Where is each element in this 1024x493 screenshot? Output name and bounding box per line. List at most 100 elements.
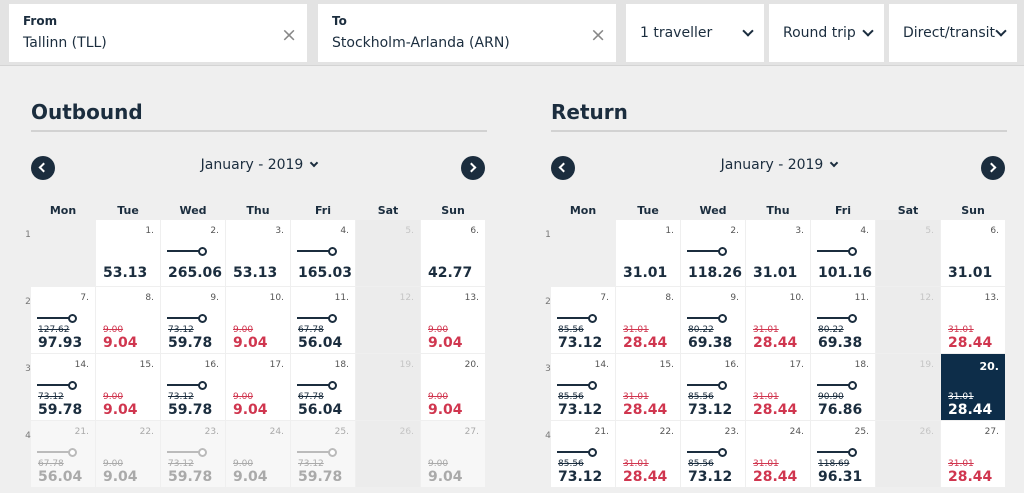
month-label: January - 2019 <box>720 157 824 173</box>
day-cell[interactable]: 2. 265.06 <box>161 220 225 286</box>
route-dropdown[interactable]: Direct/transit <box>889 4 1017 62</box>
day-number: 26. <box>399 427 414 437</box>
day-number: 4. <box>340 226 349 236</box>
day-cell[interactable]: 1. 53.13 <box>96 220 160 286</box>
next-month-button[interactable] <box>981 156 1005 180</box>
day-cell[interactable]: 9. 80.22 69.38 <box>681 287 745 353</box>
flight-arrow-icon <box>297 448 337 457</box>
original-price: 9.00 <box>103 392 124 402</box>
day-cell[interactable]: 9. 73.12 59.78 <box>161 287 225 353</box>
day-cell[interactable]: 17. 9.00 9.04 <box>226 354 290 420</box>
prev-month-button[interactable] <box>551 156 575 180</box>
day-number: 11. <box>854 293 869 303</box>
day-cell[interactable]: 2. 118.26 <box>681 220 745 286</box>
month-selector[interactable]: January - 2019 <box>31 157 487 173</box>
day-number: 11. <box>334 293 349 303</box>
day-cell[interactable]: 10. 9.00 9.04 <box>226 287 290 353</box>
day-cell[interactable]: 11. 67.78 56.04 <box>291 287 355 353</box>
day-cell[interactable]: 6. 31.01 <box>941 220 1005 286</box>
original-price: 90.90 <box>818 392 844 402</box>
day-cell[interactable]: 13. 9.00 9.04 <box>421 287 485 353</box>
day-cell[interactable]: 1. 31.01 <box>616 220 680 286</box>
original-price: 9.00 <box>103 459 124 469</box>
day-cell[interactable]: 4. 165.03 <box>291 220 355 286</box>
day-cell[interactable]: 15. 9.00 9.04 <box>96 354 160 420</box>
price: 28.44 <box>753 402 798 418</box>
from-label: From <box>23 14 58 28</box>
day-cell[interactable]: 4. 101.16 <box>811 220 875 286</box>
weekday-label: Tue <box>117 204 139 217</box>
day-cell[interactable]: 27. 31.01 28.44 <box>941 421 1005 487</box>
day-number: 21. <box>74 427 89 437</box>
original-price: 9.00 <box>428 459 449 469</box>
day-cell[interactable]: 20. 9.00 9.04 <box>421 354 485 420</box>
from-field[interactable]: From Tallinn (TLL) × <box>9 4 307 62</box>
price: 56.04 <box>298 402 343 418</box>
travellers-dropdown[interactable]: 1 traveller <box>626 4 764 62</box>
day-cell[interactable]: 10. 31.01 28.44 <box>746 287 810 353</box>
price: 9.04 <box>103 469 138 485</box>
original-price: 85.56 <box>558 325 584 335</box>
next-month-button[interactable] <box>461 156 485 180</box>
day-cell[interactable]: 14. 73.12 59.78 <box>31 354 95 420</box>
day-cell[interactable]: 8. 31.01 28.44 <box>616 287 680 353</box>
original-price: 9.00 <box>428 325 449 335</box>
day-number: 8. <box>145 293 154 303</box>
day-cell: 5. <box>876 220 940 286</box>
flight-arrow-icon <box>37 381 77 390</box>
day-cell[interactable]: 3. 31.01 <box>746 220 810 286</box>
price: 9.04 <box>233 402 268 418</box>
day-cell[interactable]: 18. 67.78 56.04 <box>291 354 355 420</box>
day-cell[interactable]: 18. 90.90 76.86 <box>811 354 875 420</box>
price: 31.01 <box>753 265 798 281</box>
flight-arrow-icon <box>687 448 727 457</box>
search-bar: From Tallinn (TLL) × To Stockholm-Arland… <box>0 0 1024 66</box>
day-cell[interactable]: 25. 118.69 96.31 <box>811 421 875 487</box>
day-cell[interactable]: 17. 31.01 28.44 <box>746 354 810 420</box>
chevron-right-icon <box>466 162 477 173</box>
day-cell[interactable]: 15. 31.01 28.44 <box>616 354 680 420</box>
to-field[interactable]: To Stockholm-Arlanda (ARN) × <box>318 4 616 62</box>
day-cell: 12. <box>356 287 420 353</box>
day-number: 23. <box>724 427 739 437</box>
day-cell[interactable]: 21. 85.56 73.12 <box>551 421 615 487</box>
weekday-label: Fri <box>314 204 331 217</box>
prev-month-button[interactable] <box>31 156 55 180</box>
day-cell[interactable]: 16. 73.12 59.78 <box>161 354 225 420</box>
price: 73.12 <box>558 402 603 418</box>
day-number: 10. <box>269 293 284 303</box>
day-cell[interactable]: 6. 42.77 <box>421 220 485 286</box>
day-cell[interactable]: 7. 85.56 73.12 <box>551 287 615 353</box>
flight-arrow-icon <box>687 247 727 256</box>
to-label: To <box>332 14 347 28</box>
day-cell[interactable]: 23. 85.56 73.12 <box>681 421 745 487</box>
price: 73.12 <box>558 335 603 351</box>
day-cell[interactable]: 14. 85.56 73.12 <box>551 354 615 420</box>
day-cell[interactable]: 7. 127.62 97.93 <box>31 287 95 353</box>
day-number: 24. <box>269 427 284 437</box>
weekday-label: Sun <box>961 204 985 217</box>
price: 59.78 <box>298 469 343 485</box>
flight-arrow-icon <box>297 381 337 390</box>
price: 59.78 <box>168 402 213 418</box>
day-cell[interactable]: 13. 31.01 28.44 <box>941 287 1005 353</box>
day-cell[interactable]: 22. 31.01 28.44 <box>616 421 680 487</box>
clear-from-icon[interactable]: × <box>281 24 297 46</box>
day-cell[interactable]: 11. 80.22 69.38 <box>811 287 875 353</box>
month-selector[interactable]: January - 2019 <box>551 157 1007 173</box>
day-cell[interactable]: 3. 53.13 <box>226 220 290 286</box>
day-cell[interactable]: 16. 85.56 73.12 <box>681 354 745 420</box>
day-cell: 25. 73.12 59.78 <box>291 421 355 487</box>
day-cell-selected[interactable]: 20. 31.01 28.44 <box>941 354 1005 420</box>
travellers-value: 1 traveller <box>640 25 713 41</box>
day-number: 16. <box>724 360 739 370</box>
day-cell[interactable]: 24. 31.01 28.44 <box>746 421 810 487</box>
clear-to-icon[interactable]: × <box>590 24 606 46</box>
day-cell: 5. <box>356 220 420 286</box>
day-cell: 21. 67.78 56.04 <box>31 421 95 487</box>
trip-type-dropdown[interactable]: Round trip <box>769 4 884 62</box>
day-number: 16. <box>204 360 219 370</box>
day-cell[interactable]: 8. 9.00 9.04 <box>96 287 160 353</box>
divider <box>31 130 487 132</box>
day-number: 15. <box>139 360 154 370</box>
